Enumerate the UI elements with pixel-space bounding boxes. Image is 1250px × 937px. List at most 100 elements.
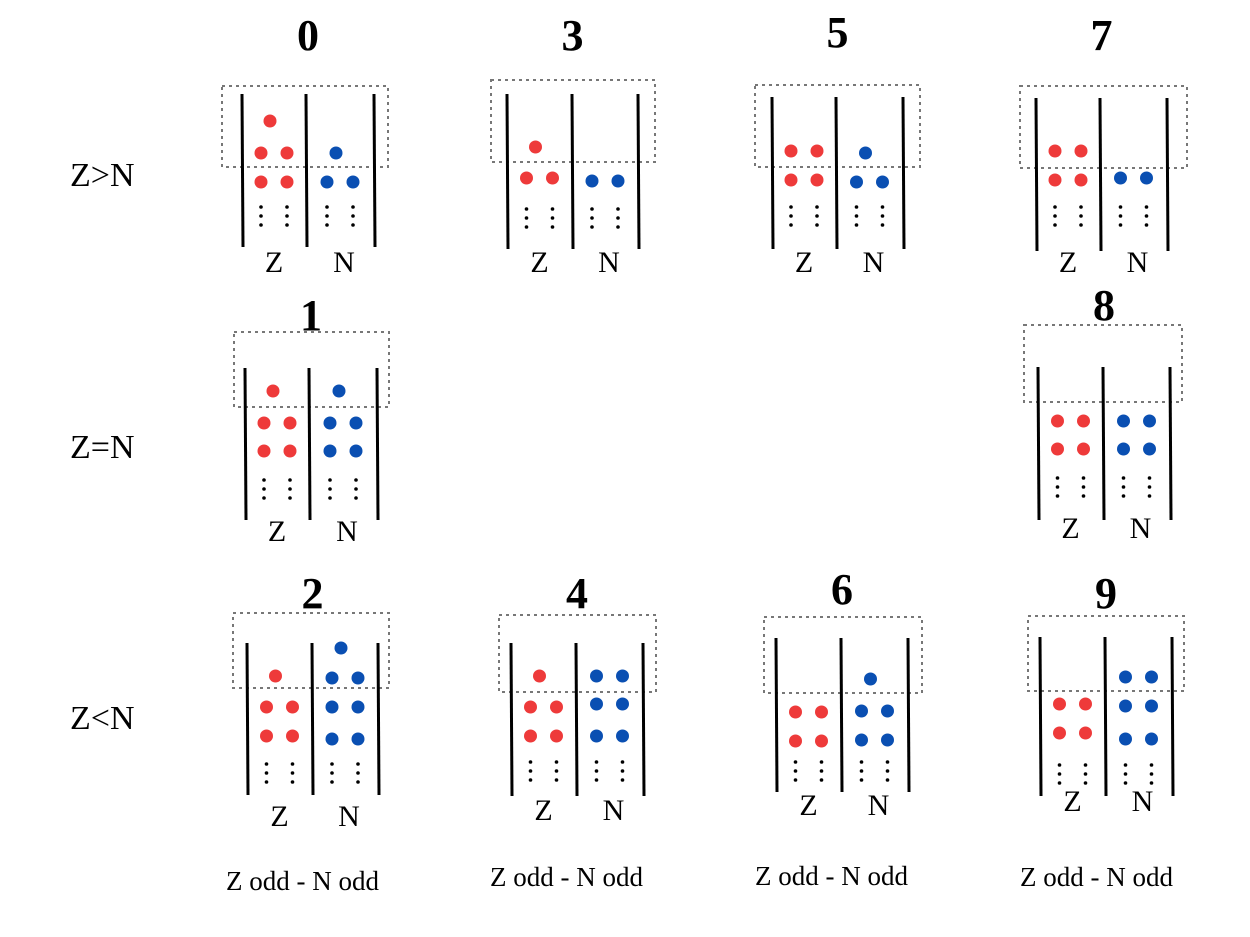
- caption-col-1: Z odd - N odd: [226, 866, 379, 896]
- proton-dot: [254, 146, 268, 160]
- neutron-dot: [611, 174, 625, 188]
- panel-number: 8: [1093, 281, 1115, 330]
- continuation-dot: [290, 780, 295, 784]
- continuation-dot: [590, 225, 594, 229]
- continuation-dot: [1149, 781, 1154, 785]
- continuation-dot: [815, 205, 819, 209]
- continuation-dot: [1081, 485, 1086, 489]
- neutron-dot: [585, 174, 599, 188]
- proton-dot: [550, 729, 563, 743]
- proton-dot: [1053, 726, 1066, 740]
- panel-number: 3: [562, 11, 584, 60]
- level-line-right: [1170, 636, 1175, 797]
- continuation-dot: [330, 780, 334, 784]
- column-label-n: N: [863, 246, 885, 279]
- neutron-dot: [590, 669, 603, 683]
- continuation-dot: [1079, 223, 1083, 227]
- proton-dot: [784, 144, 798, 158]
- proton-dot: [529, 140, 542, 154]
- level-line-left: [1036, 366, 1041, 521]
- continuation-dot: [325, 214, 329, 218]
- level-line-middle: [834, 96, 839, 250]
- valence-box: [498, 614, 657, 693]
- continuation-dot: [1147, 494, 1152, 498]
- level-line-right: [376, 642, 381, 796]
- level-line-middle: [839, 637, 844, 793]
- neutron-dot: [351, 671, 365, 685]
- continuation-dot: [356, 780, 360, 784]
- captions: Z odd - N odd Z odd - N odd Z odd - N od…: [226, 861, 1173, 896]
- continuation-dot: [1144, 214, 1149, 218]
- continuation-dot: [1123, 772, 1128, 776]
- continuation-dot: [259, 205, 263, 209]
- neutron-dot: [881, 704, 894, 718]
- continuation-dot: [1081, 476, 1086, 480]
- continuation-dot: [1121, 476, 1126, 480]
- continuation-dot: [1118, 223, 1123, 227]
- neutron-dot: [855, 733, 868, 747]
- continuation-dot: [620, 778, 625, 782]
- level-line-right: [906, 637, 911, 793]
- proton-dot: [1053, 697, 1066, 711]
- neutron-dot: [334, 641, 348, 655]
- continuation-dot: [819, 769, 824, 773]
- level-line-left: [505, 93, 510, 250]
- panel-number: 5: [827, 8, 849, 57]
- continuation-dot: [264, 780, 269, 784]
- continuation-dot: [859, 769, 864, 773]
- neutron-dot: [349, 444, 363, 458]
- panel-number: 7: [1091, 11, 1113, 60]
- continuation-dot: [1055, 494, 1060, 498]
- proton-dot: [533, 669, 546, 683]
- proton-dot: [1079, 726, 1092, 740]
- level-line-middle: [570, 93, 575, 250]
- continuation-dot: [815, 214, 819, 218]
- valence-box: [1023, 324, 1183, 403]
- level-line-right: [372, 93, 377, 248]
- neutron-dot: [590, 729, 603, 743]
- panel-6: 6 Z N: [763, 565, 923, 822]
- continuation-dot: [590, 216, 594, 220]
- continuation-dot: [590, 207, 594, 211]
- proton-dot: [810, 173, 824, 187]
- continuation-dot: [594, 760, 599, 764]
- proton-dot: [524, 700, 537, 714]
- proton-dot: [546, 171, 559, 185]
- continuation-dot: [885, 760, 890, 764]
- proton-dot: [1074, 144, 1088, 158]
- column-label-z: Z: [1061, 512, 1079, 545]
- proton-dot: [286, 729, 299, 743]
- proton-dot: [283, 416, 297, 430]
- continuation-dot: [885, 778, 890, 782]
- proton-dot: [280, 146, 294, 160]
- proton-dot: [784, 173, 798, 187]
- level-line-middle: [1103, 636, 1108, 797]
- continuation-dot: [1053, 205, 1057, 209]
- continuation-dot: [819, 760, 824, 764]
- continuation-dot: [1144, 223, 1149, 227]
- continuation-dot: [285, 205, 289, 209]
- continuation-dot: [554, 760, 559, 764]
- proton-dot: [810, 144, 824, 158]
- continuation-dot: [528, 778, 533, 782]
- continuation-dot: [880, 223, 885, 227]
- neutron-dot: [1117, 442, 1130, 456]
- neutron-dot: [1119, 699, 1132, 713]
- continuation-dot: [328, 496, 332, 500]
- neutron-dot: [1119, 670, 1132, 684]
- continuation-dot: [854, 223, 859, 227]
- continuation-dot: [550, 225, 555, 229]
- continuation-dot: [1053, 214, 1057, 218]
- continuation-dot: [616, 225, 620, 229]
- panel-number: 4: [566, 569, 588, 618]
- column-label-n: N: [1127, 246, 1149, 279]
- neutron-dot: [329, 146, 343, 160]
- column-label-z: Z: [270, 800, 288, 833]
- column-label-n: N: [333, 246, 355, 279]
- panel-number: 9: [1095, 569, 1117, 618]
- continuation-dot: [859, 760, 864, 764]
- valence-box: [490, 79, 656, 163]
- continuation-dot: [262, 478, 266, 482]
- level-line-right: [1168, 366, 1173, 521]
- continuation-dot: [290, 762, 295, 766]
